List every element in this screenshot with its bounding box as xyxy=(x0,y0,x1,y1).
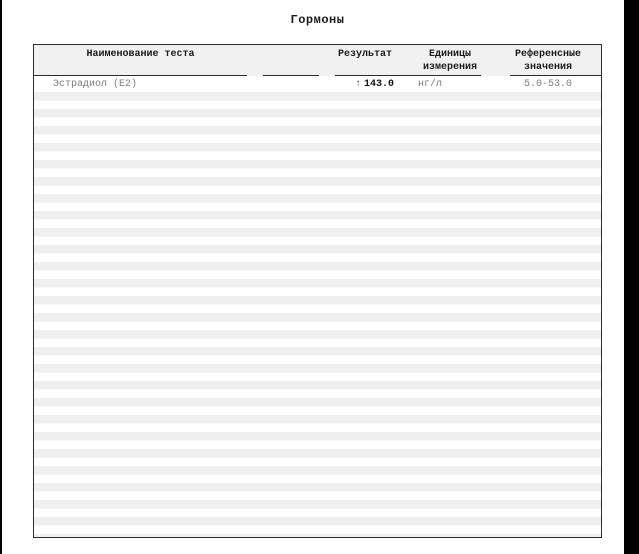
column-header-label-line2: значения xyxy=(523,62,572,73)
column-header-result: Результат xyxy=(325,45,405,76)
column-header-label: Результат xyxy=(337,49,392,60)
empty-rows-stripes xyxy=(34,92,601,537)
header-underline-segment xyxy=(263,75,319,76)
column-header-reference: Референсные значения xyxy=(495,45,601,76)
results-table: Наименование теста Результат Единицы изм… xyxy=(33,44,602,538)
column-header-label-line1: Единицы xyxy=(428,49,471,60)
right-edge-bar xyxy=(624,0,639,554)
table-header-row: Наименование теста Результат Единицы изм… xyxy=(34,45,601,76)
column-header-label-line1: Референсные xyxy=(514,49,581,60)
header-underline-segment xyxy=(510,75,601,76)
section-title: Гормоны xyxy=(290,13,345,27)
header-underline-segment xyxy=(335,75,481,76)
cell-reference-range: 5.0-53.0 xyxy=(523,78,572,90)
table-row: Эстрадиол (E2) ↑ 143.0 нг/л 5.0-53.0 xyxy=(34,76,601,92)
left-edge-bar xyxy=(0,0,2,554)
result-value: 143.0 xyxy=(363,78,394,90)
column-header-test-name: Наименование теста xyxy=(34,45,247,76)
column-header-label: Наименование теста xyxy=(86,49,195,60)
cell-test-name: Эстрадиол (E2) xyxy=(53,78,138,90)
header-underline-segment xyxy=(34,75,247,76)
high-value-arrow-icon: ↑ xyxy=(354,78,361,90)
column-header-spacer xyxy=(247,45,325,76)
column-header-units: Единицы измерения xyxy=(405,45,495,76)
cell-units: нг/л xyxy=(418,78,443,90)
column-header-label-line2: измерения xyxy=(422,62,477,73)
cell-result: ↑ 143.0 xyxy=(325,79,405,90)
